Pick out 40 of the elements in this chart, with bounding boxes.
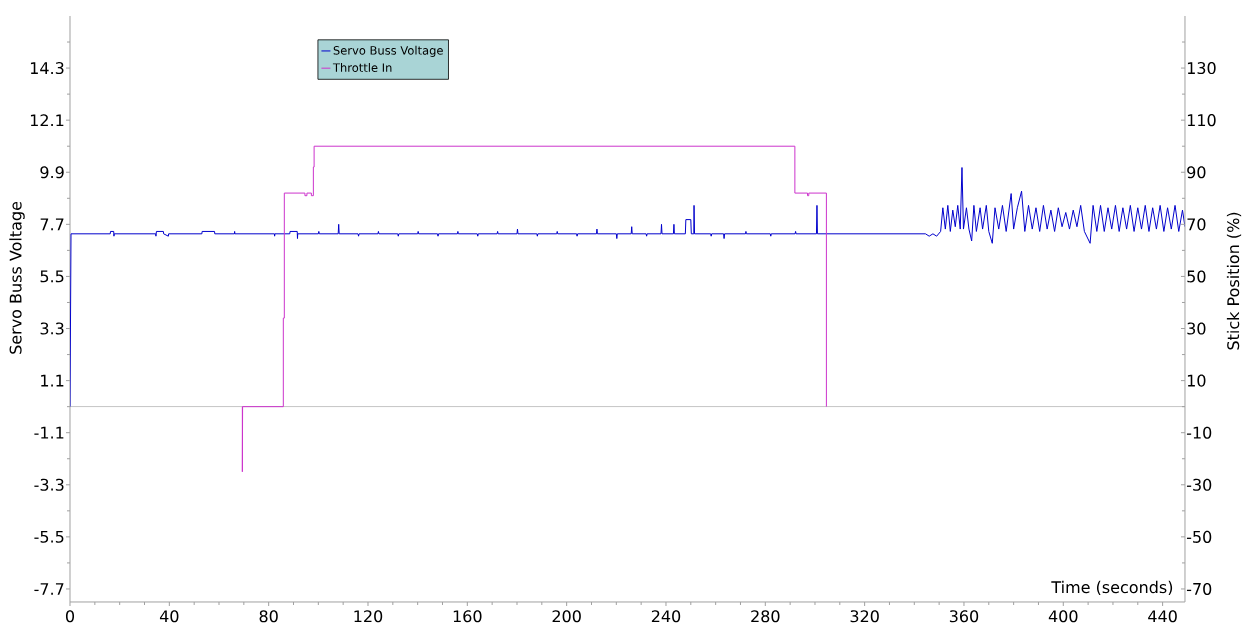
y2-tick-label: 30 (1187, 322, 1206, 335)
y-tick-label: 3.3 (40, 322, 64, 335)
x-tick-label: 320 (850, 610, 879, 623)
x-tick-label: 160 (453, 610, 482, 623)
y2-tick-label: 130 (1187, 62, 1216, 75)
y2-tick-label: -70 (1186, 582, 1212, 596)
y-tick-label: 7.7 (40, 218, 64, 231)
x-tick-label: 400 (1048, 610, 1078, 623)
x-tick-label: 0 (65, 610, 75, 623)
y-tick-label: 9.9 (40, 166, 64, 179)
y-tick-label: 5.5 (40, 270, 64, 283)
y2-axis-title: Stick Position (%) (1226, 212, 1242, 350)
y2-tick-label: 10 (1187, 374, 1206, 387)
y-axis-title: Servo Buss Voltage (9, 201, 25, 354)
y2-tick-label: -10 (1186, 426, 1212, 439)
y2-tick-label: 50 (1187, 270, 1206, 283)
y2-tick-label: 90 (1187, 166, 1206, 179)
y-tick-label: 12.1 (30, 114, 64, 127)
legend-label: Servo Buss Voltage (333, 45, 443, 57)
y2-tick-label: -30 (1186, 478, 1212, 491)
x-tick-label: 360 (949, 610, 979, 623)
x-tick-label: 80 (259, 610, 278, 623)
x-tick-label: 280 (751, 610, 780, 623)
x-tick-label: 240 (651, 610, 681, 623)
legend-label: Throttle In (332, 63, 392, 72)
y-tick-label: -1.1 (34, 426, 64, 439)
x-axis-title: Time (seconds) (1051, 580, 1173, 596)
y-tick-label: -5.5 (34, 530, 64, 543)
x-tick-label: 40 (159, 610, 179, 623)
y-tick-label: -3.3 (34, 478, 64, 491)
y-tick-label: 14.3 (30, 62, 64, 75)
y-tick-label: 1.1 (41, 374, 64, 387)
x-tick-label: 120 (354, 610, 383, 623)
line-series (241, 145, 827, 473)
y2-tick-label: 70 (1187, 218, 1206, 231)
x-tick-label: 200 (552, 610, 581, 623)
x-tick-label: 440 (1148, 610, 1177, 623)
y2-tick-label: 110 (1187, 114, 1216, 127)
y-tick-label: -7.7 (34, 583, 64, 595)
y2-tick-label: -50 (1186, 530, 1212, 543)
